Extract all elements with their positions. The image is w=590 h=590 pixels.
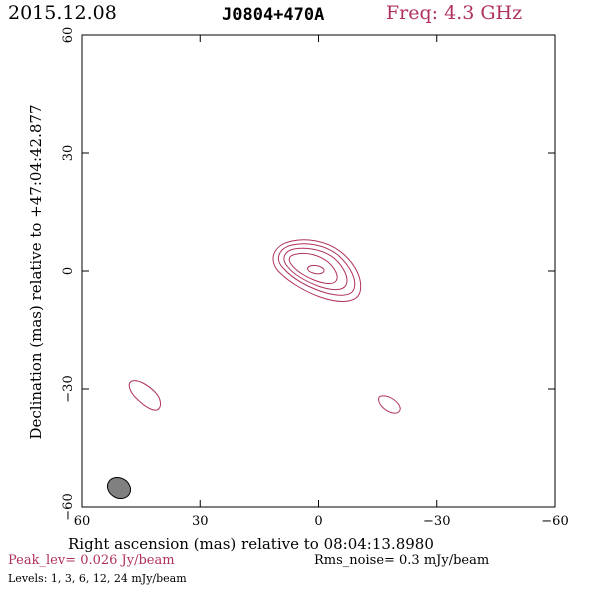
x-tick-label: 60 [74, 514, 91, 529]
contour-levels: Levels: 1, 3, 6, 12, 24 mJy/beam [8, 572, 187, 585]
knot-east-contour [128, 380, 161, 411]
y-axis-label: Declination (mas) relative to +47:04:42.… [27, 104, 45, 439]
y-tick-label: 60 [61, 27, 76, 44]
core-contour-1mJy [272, 239, 362, 302]
core-contour-3mJy [277, 243, 356, 296]
beam-ellipse [106, 476, 132, 500]
y-tick-label: −60 [61, 493, 76, 520]
knot-west-contour [378, 395, 401, 414]
x-tick-label: −30 [423, 514, 450, 529]
x-axis-label: Right ascension (mas) relative to 08:04:… [68, 535, 434, 553]
source-name: J0804+470A [222, 5, 325, 25]
y-tick-label: 0 [61, 267, 76, 275]
peak-level: Peak_lev= 0.026 Jy/beam [8, 553, 175, 568]
x-tick-label: 30 [192, 514, 209, 529]
plot-frame [81, 34, 556, 508]
x-tick-label: −60 [541, 514, 568, 529]
contours [128, 239, 401, 414]
core-contour-6mJy [283, 247, 348, 291]
y-tick-label: −30 [61, 375, 76, 402]
core-contour-24mJy [307, 264, 325, 275]
x-tick-label: 0 [314, 514, 322, 529]
axis-ticks [81, 34, 556, 508]
y-tick-label: 30 [61, 145, 76, 162]
core-contour-12mJy [288, 252, 338, 284]
frequency-label: Freq: 4.3 GHz [386, 2, 523, 24]
rms-noise: Rms_noise= 0.3 mJy/beam [314, 553, 490, 568]
observation-date: 2015.12.08 [8, 2, 117, 24]
tick-labels: 60 30 0 −30 −60 −60 −30 0 30 60 [61, 27, 569, 529]
